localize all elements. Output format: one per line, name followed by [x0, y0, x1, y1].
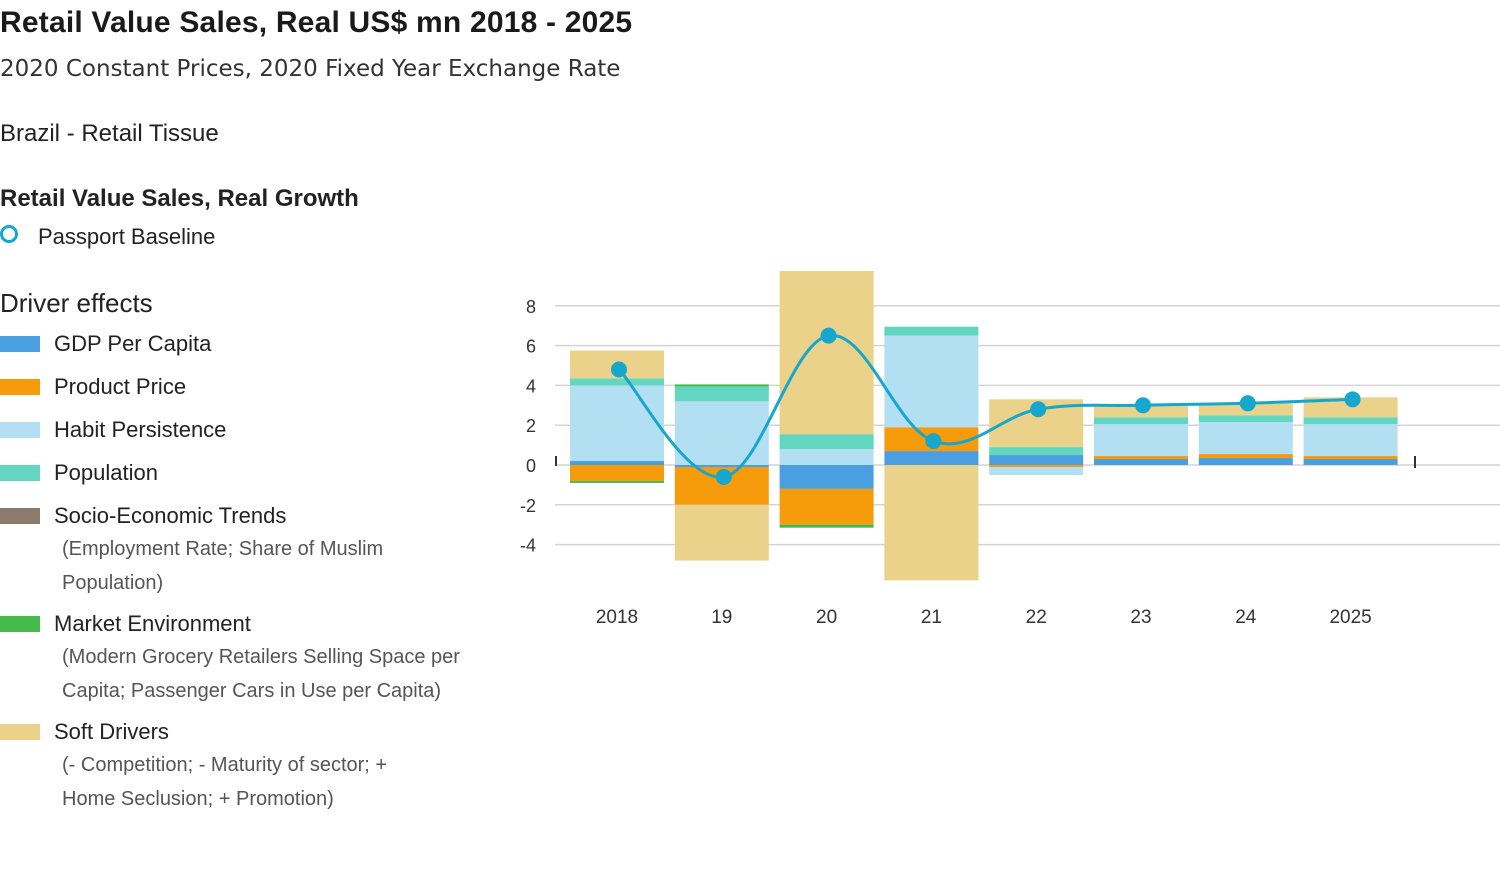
- bar-segment: [1198, 458, 1293, 465]
- baseline-point: [925, 433, 942, 450]
- legend-label: Habit Persistence: [54, 417, 227, 442]
- bar-segment: [989, 466, 1084, 475]
- bar-segment: [674, 504, 769, 561]
- legend-swatch: [0, 465, 40, 481]
- bar-segment: [989, 465, 1084, 467]
- baseline-point: [611, 361, 627, 378]
- bar-segment: [674, 384, 769, 387]
- bar-segment: [1094, 459, 1188, 465]
- x-tick-label: 24: [1235, 607, 1257, 628]
- bar-segment: [674, 386, 769, 402]
- x-tick-label: 21: [921, 607, 942, 628]
- bar-segment: [1303, 459, 1398, 465]
- legend-description: (Employment Rate; Share of Muslim Popula…: [62, 538, 384, 594]
- bar-segment: [1094, 417, 1188, 425]
- bar-segment: [779, 465, 874, 489]
- bar-segment: [884, 465, 979, 581]
- bar-segment: [779, 434, 874, 450]
- legend-swatch: [0, 616, 40, 632]
- legend-item-gdp-per-capita[interactable]: GDP Per Capita: [0, 330, 480, 358]
- y-tick-label: 0: [526, 456, 536, 476]
- bar-segment: [1198, 415, 1293, 423]
- y-tick-label: -2: [520, 496, 536, 516]
- legend-label: Product Price: [54, 374, 187, 399]
- bar-segment: [779, 270, 874, 435]
- legend-item-market-environment[interactable]: Market Environment: [0, 610, 480, 638]
- legend-item-soft-drivers[interactable]: Soft Drivers: [0, 718, 480, 746]
- baseline-point: [820, 327, 837, 344]
- baseline-point: [1239, 395, 1256, 412]
- legend-swatch: [0, 508, 40, 524]
- bar-segment: [1198, 454, 1293, 459]
- chart-subtitle: 2020 Constant Prices, 2020 Fixed Year Ex…: [0, 56, 621, 82]
- y-tick-label: 6: [526, 337, 536, 357]
- bar-segment: [1303, 424, 1398, 457]
- bar-segment: [1198, 422, 1293, 455]
- bar-segment: [989, 447, 1084, 456]
- bar-segment: [1303, 456, 1398, 460]
- legend-item-passport-baseline[interactable]: Passport Baseline: [0, 224, 215, 250]
- y-tick-label: 4: [526, 376, 536, 396]
- bar-segment: [779, 449, 874, 465]
- legend-item-socio-economic-trends[interactable]: Socio-Economic Trends: [0, 502, 480, 530]
- bar-segment: [570, 378, 664, 386]
- bar-segment: [570, 385, 664, 462]
- baseline-point: [1344, 391, 1361, 408]
- x-tick-label: 23: [1130, 607, 1151, 628]
- drivers-legend: GDP Per Capita Product Price Habit Persi…: [0, 330, 480, 816]
- bar-segment: [1303, 397, 1398, 418]
- legend-swatch: [0, 336, 40, 352]
- growth-legend-title: Retail Value Sales, Real Growth: [0, 185, 359, 212]
- legend-swatch: [0, 422, 40, 438]
- x-tick-label: 20: [816, 607, 837, 628]
- drivers-legend-title: Driver effects: [0, 288, 153, 318]
- legend-description: (- Competition; - Maturity of sector; + …: [62, 754, 388, 810]
- bar-segment: [570, 465, 664, 481]
- x-tick-label: 2018: [596, 607, 638, 628]
- legend-swatch: [0, 724, 40, 740]
- bar-segment: [779, 524, 874, 528]
- legend-label: Market Environment: [54, 611, 251, 636]
- x-tick-label: 19: [711, 607, 732, 628]
- x-tick-label: 22: [1026, 607, 1047, 628]
- bar-segment: [674, 401, 769, 465]
- baseline-point: [1030, 401, 1047, 418]
- bar-segment: [884, 451, 979, 465]
- circle-marker-icon: [0, 225, 18, 243]
- bar-segment: [884, 335, 979, 428]
- legend-label: Socio-Economic Trends: [54, 503, 287, 528]
- bar-segment: [1094, 456, 1188, 460]
- legend-label: Population: [54, 460, 158, 485]
- legend-item-product-price[interactable]: Product Price: [0, 373, 480, 401]
- legend-description: (Modern Grocery Retailers Selling Space …: [62, 646, 460, 702]
- x-tick-label: 2025: [1329, 607, 1371, 628]
- y-tick-label: 8: [526, 297, 536, 317]
- legend-label: Passport Baseline: [38, 224, 216, 249]
- legend-swatch: [0, 379, 40, 395]
- bar-segment: [1303, 417, 1398, 425]
- legend-item-habit-persistence[interactable]: Habit Persistence: [0, 416, 480, 444]
- y-tick-label: -4: [520, 536, 536, 556]
- legend-label: Soft Drivers: [54, 719, 169, 744]
- baseline-point: [1135, 397, 1151, 414]
- baseline-point: [715, 468, 732, 485]
- legend-label: GDP Per Capita: [54, 331, 212, 356]
- bar-segment: [989, 455, 1084, 465]
- chart-title: Retail Value Sales, Real US$ mn 2018 - 2…: [0, 6, 633, 39]
- bar-segment: [779, 488, 874, 525]
- bar-segment: [570, 480, 664, 483]
- market-label: Brazil - Retail Tissue: [0, 120, 219, 147]
- bar-segment: [1094, 424, 1188, 457]
- legend-item-population[interactable]: Population: [0, 459, 480, 487]
- bar-segment: [884, 326, 979, 336]
- y-tick-label: 2: [526, 416, 536, 436]
- bar-segment: [570, 461, 664, 465]
- bar-segment: [674, 465, 769, 467]
